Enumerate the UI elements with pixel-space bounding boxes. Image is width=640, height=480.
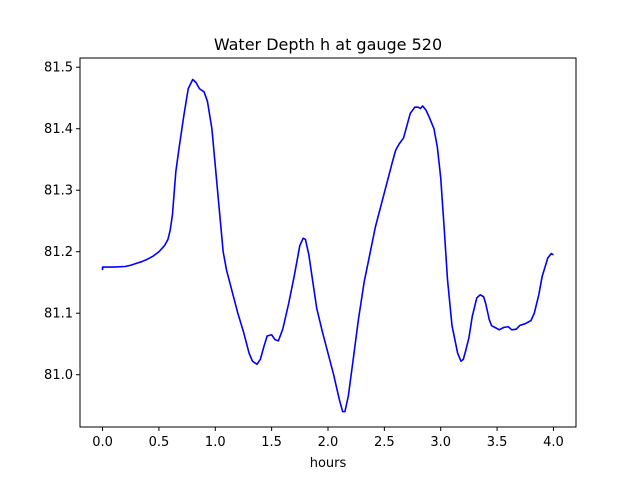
- x-tick-label: 2.0: [318, 435, 339, 450]
- plot-area: [79, 57, 577, 428]
- chart-title: Water Depth h at gauge 520: [214, 35, 442, 54]
- x-tick-label: 0.0: [92, 435, 113, 450]
- x-tick-label: 2.5: [374, 435, 395, 450]
- series-line-0: [101, 78, 554, 413]
- x-axis: 0.0 0.5 1.0 1.5 2.0 2.5 3.0 3.5 4.0: [92, 427, 564, 450]
- y-tick-label: 81.1: [44, 307, 73, 322]
- x-tick-label: 3.0: [430, 435, 451, 450]
- y-tick-label: 81.3: [44, 184, 73, 199]
- x-tick-label: 1.5: [261, 435, 282, 450]
- y-tick-label: 81.4: [44, 122, 73, 137]
- x-tick-label: 3.5: [487, 435, 508, 450]
- y-axis: 81.0 81.1 81.2 81.3 81.4 81.5: [44, 61, 80, 383]
- y-tick-label: 81.2: [44, 245, 73, 260]
- x-tick-label: 4.0: [543, 435, 564, 450]
- x-axis-label: hours: [310, 456, 347, 471]
- y-tick-label: 81.5: [44, 61, 73, 76]
- x-tick-label: 0.5: [149, 435, 170, 450]
- y-tick-label: 81.0: [44, 368, 73, 383]
- axes-frame: [79, 57, 577, 428]
- x-tick-label: 1.0: [205, 435, 226, 450]
